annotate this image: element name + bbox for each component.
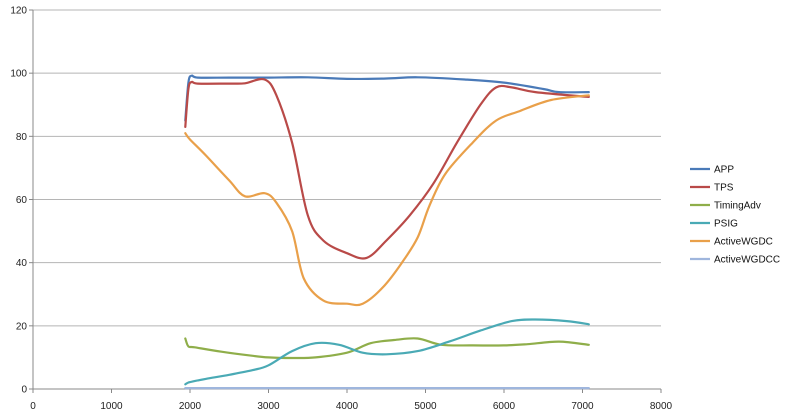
legend-label: ActiveWGDCC — [714, 255, 780, 266]
x-tick-label: 2000 — [179, 401, 202, 412]
series-line-timingadv — [184, 337, 590, 360]
series-line-tps — [184, 77, 590, 260]
y-tick-label: 120 — [10, 6, 27, 17]
legend-item-app: APP — [690, 165, 734, 176]
legend-label: ActiveWGDC — [714, 237, 773, 248]
x-tick-label: 1000 — [100, 401, 123, 412]
x-tick-label: 3000 — [257, 401, 280, 412]
legend-label: TimingAdv — [714, 201, 761, 212]
series-line-psig — [184, 318, 590, 386]
legend-item-tps: TPS — [690, 183, 734, 194]
legend-label: PSIG — [714, 219, 738, 230]
y-tick-label: 100 — [10, 69, 27, 80]
legend-label: APP — [714, 165, 734, 176]
x-tick-label: 7000 — [571, 401, 594, 412]
x-tick-label: 5000 — [414, 401, 437, 412]
x-tick-label: 8000 — [650, 401, 673, 412]
legend-item-activewgdcc: ActiveWGDCC — [690, 255, 780, 266]
y-tick-label: 80 — [16, 132, 28, 143]
legend-item-timingadv: TimingAdv — [690, 201, 761, 212]
legend-item-activewgdc: ActiveWGDC — [690, 237, 773, 248]
y-tick-label: 40 — [16, 258, 28, 269]
series-line-app — [184, 74, 590, 122]
x-tick-label: 4000 — [336, 401, 359, 412]
series-line-activewgdc — [184, 94, 590, 307]
grid-lines — [33, 9, 661, 327]
y-tick-label: 0 — [21, 385, 27, 396]
x-tick-label: 6000 — [493, 401, 516, 412]
x-tick-label: 0 — [30, 401, 36, 412]
x-axis-ticks: 0 1000 2000 3000 4000 5000 6000 7000 8000 — [30, 389, 673, 412]
y-tick-label: 20 — [16, 321, 28, 332]
legend-label: TPS — [714, 183, 734, 194]
y-axis-ticks: 0 20 40 60 80 100 120 — [10, 6, 33, 396]
series-lines — [184, 74, 590, 390]
legend-item-psig: PSIG — [690, 219, 738, 230]
legend: APP TPS TimingAdv PSIG ActiveWGDC ActiveWGDCC — [690, 165, 780, 266]
y-tick-label: 60 — [16, 195, 28, 206]
